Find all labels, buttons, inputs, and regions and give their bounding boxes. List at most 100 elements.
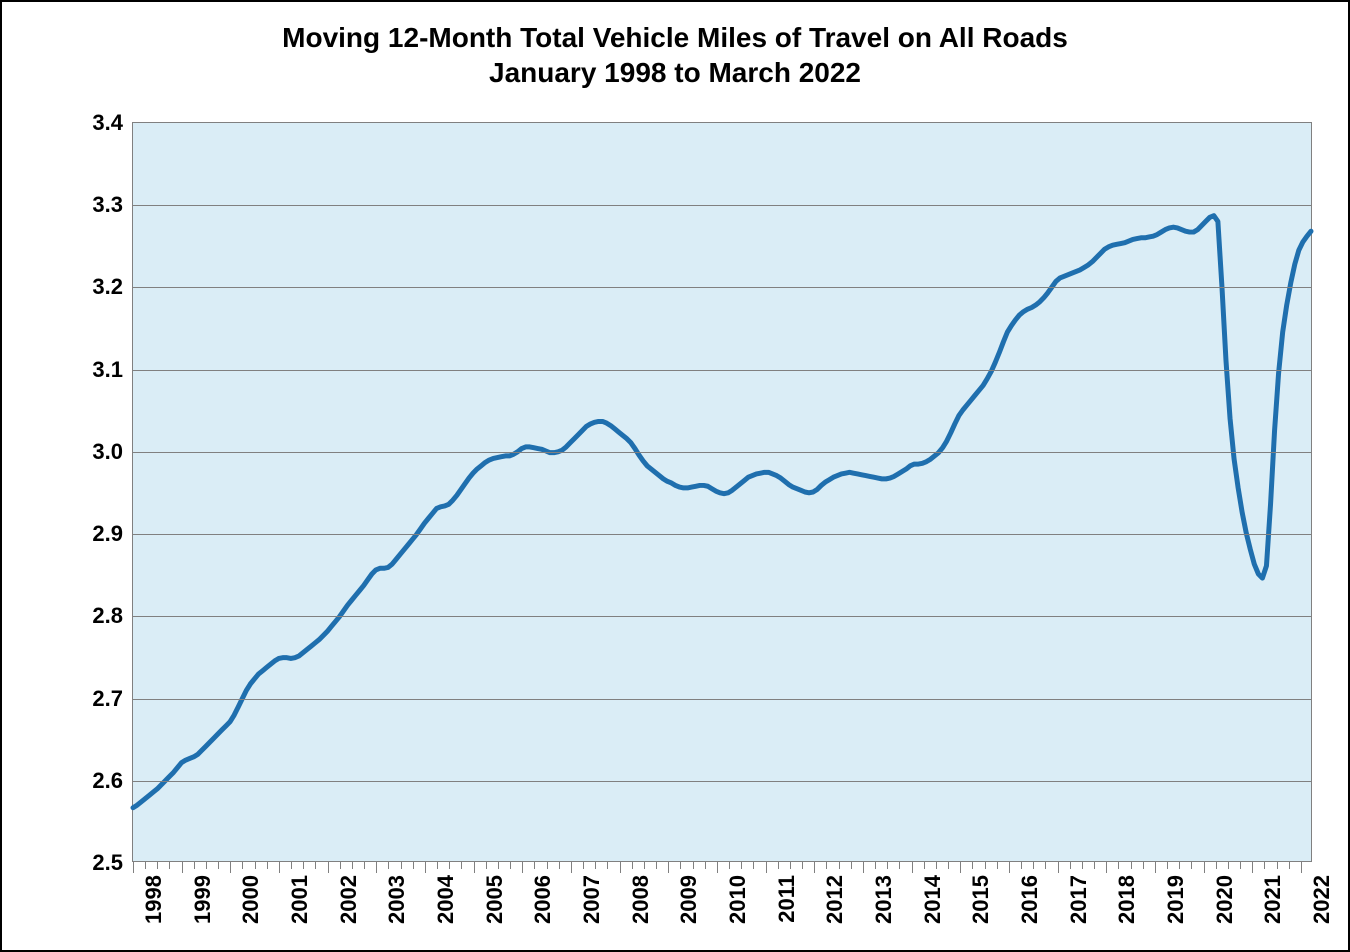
x-tick-minor — [303, 861, 304, 869]
x-tick-major — [912, 861, 913, 873]
y-tick-label: 2.6 — [92, 768, 123, 794]
x-tick-minor — [693, 861, 694, 869]
x-tick-minor — [169, 861, 170, 869]
x-tick-minor — [218, 861, 219, 869]
x-tick-label: 2006 — [530, 875, 556, 924]
x-tick-label: 2010 — [725, 875, 751, 924]
x-tick-minor — [985, 861, 986, 869]
x-tick-minor — [1289, 861, 1290, 869]
x-tick-minor — [449, 861, 450, 869]
y-tick-label: 3.1 — [92, 357, 123, 383]
y-tick-label: 2.9 — [92, 521, 123, 547]
x-tick-minor — [644, 861, 645, 869]
x-tick-minor — [1240, 861, 1241, 869]
x-tick-minor — [887, 861, 888, 869]
x-tick-label: 2008 — [628, 875, 654, 924]
grid-line — [133, 287, 1311, 288]
x-tick-minor — [242, 861, 243, 869]
x-tick-major — [522, 861, 523, 873]
x-tick-major — [1058, 861, 1059, 873]
x-tick-minor — [534, 861, 535, 869]
x-tick-minor — [486, 861, 487, 869]
x-tick-label: 2002 — [336, 875, 362, 924]
x-tick-minor — [1216, 861, 1217, 869]
x-tick-minor — [899, 861, 900, 869]
x-tick-major — [230, 861, 231, 873]
x-tick-minor — [948, 861, 949, 869]
x-tick-minor — [437, 861, 438, 869]
x-tick-label: 2019 — [1163, 875, 1189, 924]
x-tick-label: 2011 — [774, 875, 800, 923]
x-tick-major — [1204, 861, 1205, 873]
x-tick-minor — [839, 861, 840, 869]
chart-title-line1: Moving 12-Month Total Vehicle Miles of T… — [2, 20, 1348, 55]
grid-line — [133, 534, 1311, 535]
x-tick-minor — [936, 861, 937, 869]
grid-line — [133, 452, 1311, 453]
x-tick-minor — [680, 861, 681, 869]
x-tick-major — [668, 861, 669, 873]
x-tick-minor — [498, 861, 499, 869]
x-tick-minor — [1118, 861, 1119, 869]
x-tick-label: 2018 — [1114, 875, 1140, 924]
grid-line — [133, 616, 1311, 617]
x-tick-major — [766, 861, 767, 873]
x-tick-minor — [364, 861, 365, 869]
x-tick-major — [1252, 861, 1253, 873]
x-tick-major — [182, 861, 183, 873]
y-tick-label: 2.7 — [92, 686, 123, 712]
x-tick-minor — [1094, 861, 1095, 869]
x-tick-label: 2005 — [482, 875, 508, 924]
x-tick-major — [279, 861, 280, 873]
x-tick-minor — [790, 861, 791, 869]
x-tick-minor — [1070, 861, 1071, 869]
x-tick-minor — [145, 861, 146, 869]
chart-title-line2: January 1998 to March 2022 — [2, 55, 1348, 90]
x-tick-minor — [1228, 861, 1229, 869]
x-tick-label: 2022 — [1309, 875, 1335, 924]
x-tick-major — [814, 861, 815, 873]
x-tick-minor — [267, 861, 268, 869]
x-tick-label: 1999 — [190, 875, 216, 924]
x-tick-label: 2015 — [968, 875, 994, 924]
x-tick-minor — [607, 861, 608, 869]
x-tick-minor — [826, 861, 827, 869]
x-tick-minor — [705, 861, 706, 869]
x-tick-major — [863, 861, 864, 873]
x-tick-major — [1009, 861, 1010, 873]
x-tick-minor — [997, 861, 998, 869]
x-tick-minor — [559, 861, 560, 869]
x-tick-minor — [1033, 861, 1034, 869]
x-tick-minor — [1082, 861, 1083, 869]
x-tick-minor — [595, 861, 596, 869]
y-tick-label: 3.3 — [92, 192, 123, 218]
x-tick-minor — [194, 861, 195, 869]
x-tick-label: 2004 — [433, 875, 459, 924]
x-tick-minor — [802, 861, 803, 869]
series-line — [133, 216, 1311, 808]
x-tick-label: 2003 — [384, 875, 410, 924]
x-tick-minor — [461, 861, 462, 869]
x-tick-minor — [291, 861, 292, 869]
x-tick-label: 2012 — [822, 875, 848, 924]
x-tick-minor — [1131, 861, 1132, 869]
x-tick-label: 2017 — [1066, 875, 1092, 924]
x-tick-label: 2007 — [579, 875, 605, 924]
x-tick-minor — [255, 861, 256, 869]
chart-svg — [133, 123, 1311, 861]
x-tick-major — [620, 861, 621, 873]
x-tick-minor — [778, 861, 779, 869]
x-tick-major — [425, 861, 426, 873]
x-tick-minor — [401, 861, 402, 869]
x-tick-minor — [547, 861, 548, 869]
x-tick-label: 1998 — [141, 875, 167, 924]
x-tick-minor — [157, 861, 158, 869]
x-tick-label: 2021 — [1260, 875, 1286, 924]
x-tick-major — [1301, 861, 1302, 873]
x-tick-minor — [413, 861, 414, 869]
x-tick-minor — [656, 861, 657, 869]
grid-line — [133, 205, 1311, 206]
x-tick-label: 2001 — [287, 875, 313, 924]
y-tick-label: 2.8 — [92, 603, 123, 629]
x-tick-minor — [340, 861, 341, 869]
